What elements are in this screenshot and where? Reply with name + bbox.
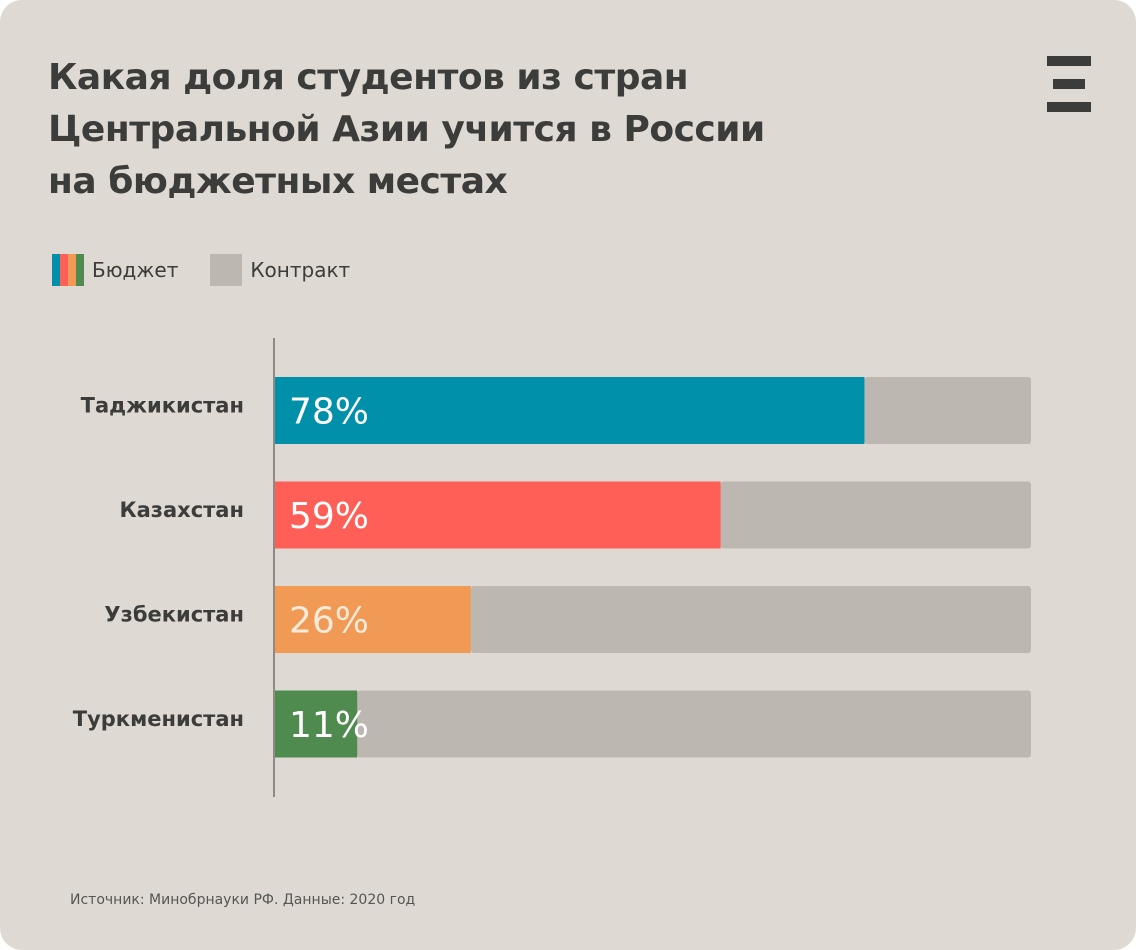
bar-value-label: 78%: [289, 392, 369, 433]
bar-contract: [470, 586, 1031, 653]
chart-title-line-3: на бюджетных местах: [48, 161, 508, 202]
legend-item-budget: Бюджет: [52, 254, 178, 286]
bar-budget: [274, 377, 865, 444]
bar-contract: [864, 377, 1031, 444]
category-label: Казахстан: [119, 498, 244, 522]
chart-title-line-1: Какая доля студентов из стран: [48, 57, 689, 98]
bar-budget: [274, 481, 721, 549]
category-label: Узбекистан: [104, 603, 244, 627]
bar-value-label: 26%: [289, 601, 369, 642]
logo-bar-bottom: [1047, 102, 1091, 112]
legend-swatch-stripe: [52, 254, 60, 286]
chart-legend: Бюджет Контракт: [52, 254, 382, 286]
bar-contract: [357, 690, 1031, 758]
category-label: Туркменистан: [73, 707, 244, 731]
bar-value-label: 11%: [289, 705, 369, 746]
chart-title-line-2: Центральной Азии учится в России: [48, 109, 765, 150]
legend-swatch-stripe: [76, 254, 84, 286]
category-label: Таджикистан: [81, 394, 244, 418]
legend-label-budget: Бюджет: [92, 258, 179, 282]
legend-swatch-contract: [210, 254, 243, 286]
legend-swatch-budget: [52, 254, 84, 286]
logo-bar-middle: [1053, 79, 1085, 89]
legend-item-contract: Контракт: [210, 254, 350, 286]
bar-value-label: 59%: [289, 496, 369, 537]
bar-budget: [274, 690, 358, 758]
chart-title: Какая доля студентов из стран Центрально…: [48, 52, 908, 208]
publisher-logo-icon: Ξ: [1047, 56, 1091, 112]
legend-swatch-stripe: [60, 254, 68, 286]
bar-contract: [720, 481, 1031, 549]
bar-budget: [274, 586, 471, 653]
legend-label-contract: Контракт: [250, 258, 351, 282]
legend-swatch-stripe: [68, 254, 76, 286]
source-note: Источник: Минобрнауки РФ. Данные: 2020 г…: [70, 892, 416, 908]
logo-bar-top: [1047, 56, 1091, 66]
